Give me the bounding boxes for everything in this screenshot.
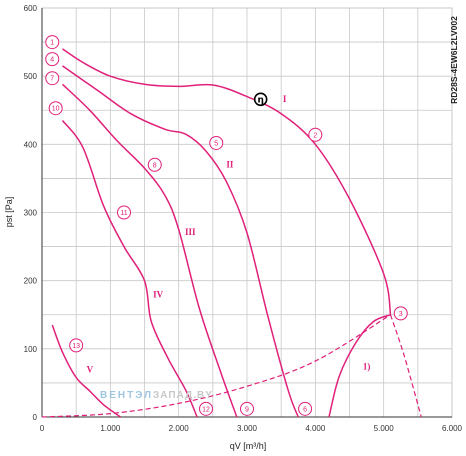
marker-number: 9 — [245, 406, 249, 413]
marker-circle — [45, 52, 60, 67]
x-tick-label: 0 — [40, 424, 45, 433]
circled-number-marker: 2 — [308, 127, 323, 142]
tick-labels: 0 1.000 2.000 3.000 4.000 5.000 6.000 0 100 200 30… — [24, 4, 463, 433]
watermark-part2: ЗАПАД — [153, 390, 193, 401]
marker-circle — [393, 306, 408, 321]
marker-circle — [308, 127, 323, 142]
circled-number-marker: 11 — [117, 205, 131, 220]
marker-number: 6 — [303, 406, 307, 413]
circled-number-marker: 6 — [298, 401, 313, 416]
curve-III — [61, 83, 238, 418]
marker-circle — [199, 401, 213, 416]
marker-circle — [48, 101, 63, 116]
grid — [41, 7, 453, 418]
x-tick-label: 1.000 — [100, 424, 121, 433]
curve-1 — [328, 314, 391, 418]
circled-number-marker: 9 — [240, 401, 254, 416]
marker-circle — [240, 401, 254, 416]
curve-limit — [389, 314, 422, 418]
curve-system — [41, 314, 391, 418]
y-tick-label: 300 — [24, 209, 38, 218]
curve-label: 1) — [363, 361, 371, 371]
x-tick-label: 6.000 — [442, 424, 463, 433]
y-tick-label: 200 — [24, 277, 38, 286]
y-tick-label: 400 — [24, 140, 38, 149]
curve-label: I — [283, 94, 287, 104]
watermark-part1: ВЕНТЭЛ — [100, 390, 153, 401]
curve-V — [51, 324, 122, 418]
marker-circle — [147, 157, 162, 172]
marker-number: 5 — [214, 140, 218, 147]
circled-number-marker: 12 — [199, 401, 213, 416]
watermark: ВЕНТЭЛЗАПАД.BY — [100, 390, 213, 401]
model-label: RD28S-4EW6L2LV002 — [449, 16, 459, 104]
marker-number: 1 — [50, 40, 54, 47]
marker-number: 12 — [202, 406, 210, 413]
marker-circle — [117, 205, 131, 220]
y-tick-label: 600 — [24, 4, 38, 13]
curve-label: III — [185, 227, 196, 237]
circled-number-marker: 7 — [45, 71, 60, 86]
curve-IV — [61, 120, 198, 418]
marker-circle — [69, 338, 84, 353]
curve-label: IV — [153, 290, 164, 300]
x-tick-label: 5.000 — [374, 424, 395, 433]
curve-label: II — [226, 160, 234, 170]
marker-number: 4 — [50, 57, 54, 64]
curve-markers: 1 4 7 10 2 5 8 11 13 3 6 9 12 η — [45, 35, 408, 416]
marker-number: 10 — [52, 106, 60, 113]
marker-number: 3 — [399, 311, 403, 318]
marker-circle — [45, 35, 60, 50]
marker-circle — [298, 401, 313, 416]
x-tick-label: 3.000 — [237, 424, 258, 433]
marker-number: 8 — [153, 162, 157, 169]
curve-II — [62, 65, 299, 418]
circled-number-marker: 1 — [45, 35, 60, 50]
y-tick-label: 100 — [24, 345, 38, 354]
circled-number-marker: 4 — [45, 52, 60, 67]
eta-marker: η — [253, 92, 268, 107]
marker-circle — [45, 71, 60, 86]
x-axis-label: qV [m³/h] — [230, 441, 267, 451]
y-tick-label: 0 — [33, 413, 38, 422]
eta-circle — [253, 92, 268, 107]
circled-number-marker: 8 — [147, 157, 162, 172]
marker-number: 11 — [120, 210, 127, 217]
marker-number: 13 — [72, 343, 80, 350]
circled-number-marker: 5 — [209, 135, 224, 150]
x-tick-label: 2.000 — [169, 424, 190, 433]
circled-number-marker: 3 — [393, 306, 408, 321]
marker-circle — [209, 135, 224, 150]
curve-I — [62, 48, 392, 315]
eta-symbol: η — [257, 95, 263, 105]
watermark-part3: .BY — [193, 390, 213, 401]
y-tick-label: 500 — [24, 72, 38, 81]
curve-label: V — [87, 365, 94, 375]
marker-number: 7 — [50, 76, 54, 83]
curves — [41, 48, 422, 418]
circled-number-marker: 13 — [69, 338, 84, 353]
circled-number-marker: 10 — [48, 101, 63, 116]
x-tick-label: 4.000 — [305, 424, 326, 433]
marker-number: 2 — [313, 132, 317, 139]
y-axis-label: pst [Pa] — [4, 197, 14, 228]
